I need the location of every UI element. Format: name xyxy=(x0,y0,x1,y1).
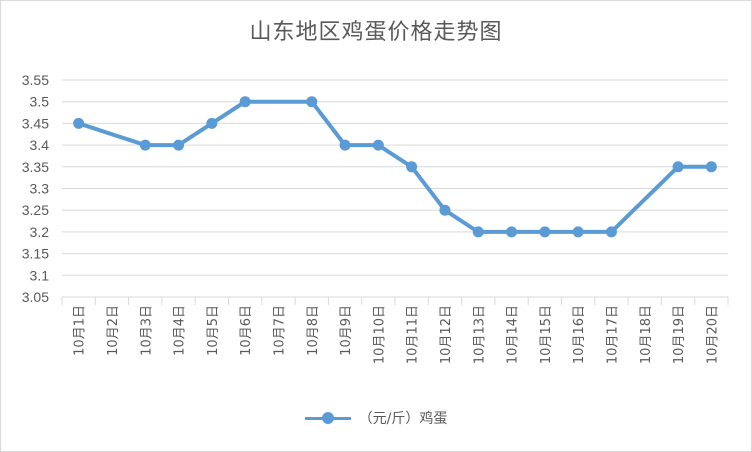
x-tick-label: 10月2日 xyxy=(106,305,121,356)
y-tick-label: 3.55 xyxy=(22,72,49,88)
x-tick-label: 10月4日 xyxy=(173,305,188,356)
x-tick-label: 10月20日 xyxy=(705,305,720,364)
x-tick-label: 10月5日 xyxy=(206,305,221,356)
x-tick-label: 10月17日 xyxy=(605,305,620,364)
y-tick-label: 3.25 xyxy=(22,202,49,218)
y-tick-label: 3.2 xyxy=(30,224,50,240)
y-tick-label: 3.5 xyxy=(30,94,50,110)
data-point xyxy=(705,161,717,173)
legend: （元/斤）鸡蛋 xyxy=(0,408,752,428)
data-point xyxy=(339,139,351,151)
data-point xyxy=(73,117,85,129)
x-tick-label: 10月9日 xyxy=(339,305,354,356)
data-point xyxy=(472,226,484,238)
x-tick-label: 10月16日 xyxy=(572,305,587,364)
x-tick-label: 10月6日 xyxy=(239,305,254,356)
y-tick-label: 3.15 xyxy=(22,246,49,262)
x-tick-label: 10月12日 xyxy=(439,305,454,364)
data-point xyxy=(572,226,584,238)
x-tick-label: 10月10日 xyxy=(372,305,387,364)
x-tick-label: 10月13日 xyxy=(472,305,487,364)
y-tick-label: 3.1 xyxy=(30,267,50,283)
legend-line-marker-icon xyxy=(304,411,351,425)
x-tick-label: 10月14日 xyxy=(506,305,521,364)
legend-label: （元/斤）鸡蛋 xyxy=(358,411,448,427)
y-tick-label: 3.4 xyxy=(30,137,50,153)
data-point xyxy=(139,139,151,151)
data-point xyxy=(439,204,451,216)
data-point xyxy=(206,117,218,129)
x-tick-label: 10月19日 xyxy=(672,305,687,364)
chart-title: 山东地区鸡蛋价格走势图 xyxy=(249,20,503,45)
data-point xyxy=(239,96,251,108)
x-tick-label: 10月8日 xyxy=(306,305,321,356)
x-tick-label: 10月11日 xyxy=(406,305,421,364)
x-tick-label: 10月18日 xyxy=(639,305,654,364)
data-point xyxy=(173,139,185,151)
data-point xyxy=(672,161,684,173)
data-point xyxy=(306,96,318,108)
data-point xyxy=(406,161,418,173)
data-point xyxy=(539,226,551,238)
data-point xyxy=(605,226,617,238)
y-tick-label: 3.3 xyxy=(30,181,50,197)
x-tick-label: 10月3日 xyxy=(139,305,154,356)
data-point xyxy=(506,226,518,238)
y-tick-label: 3.35 xyxy=(22,159,49,175)
x-tick-label: 10月7日 xyxy=(272,305,287,356)
data-point xyxy=(372,139,384,151)
y-tick-label: 3.45 xyxy=(22,115,49,131)
y-tick-label: 3.05 xyxy=(22,289,49,305)
x-tick-label: 10月15日 xyxy=(539,305,554,364)
x-tick-label: 10月1日 xyxy=(73,305,88,356)
